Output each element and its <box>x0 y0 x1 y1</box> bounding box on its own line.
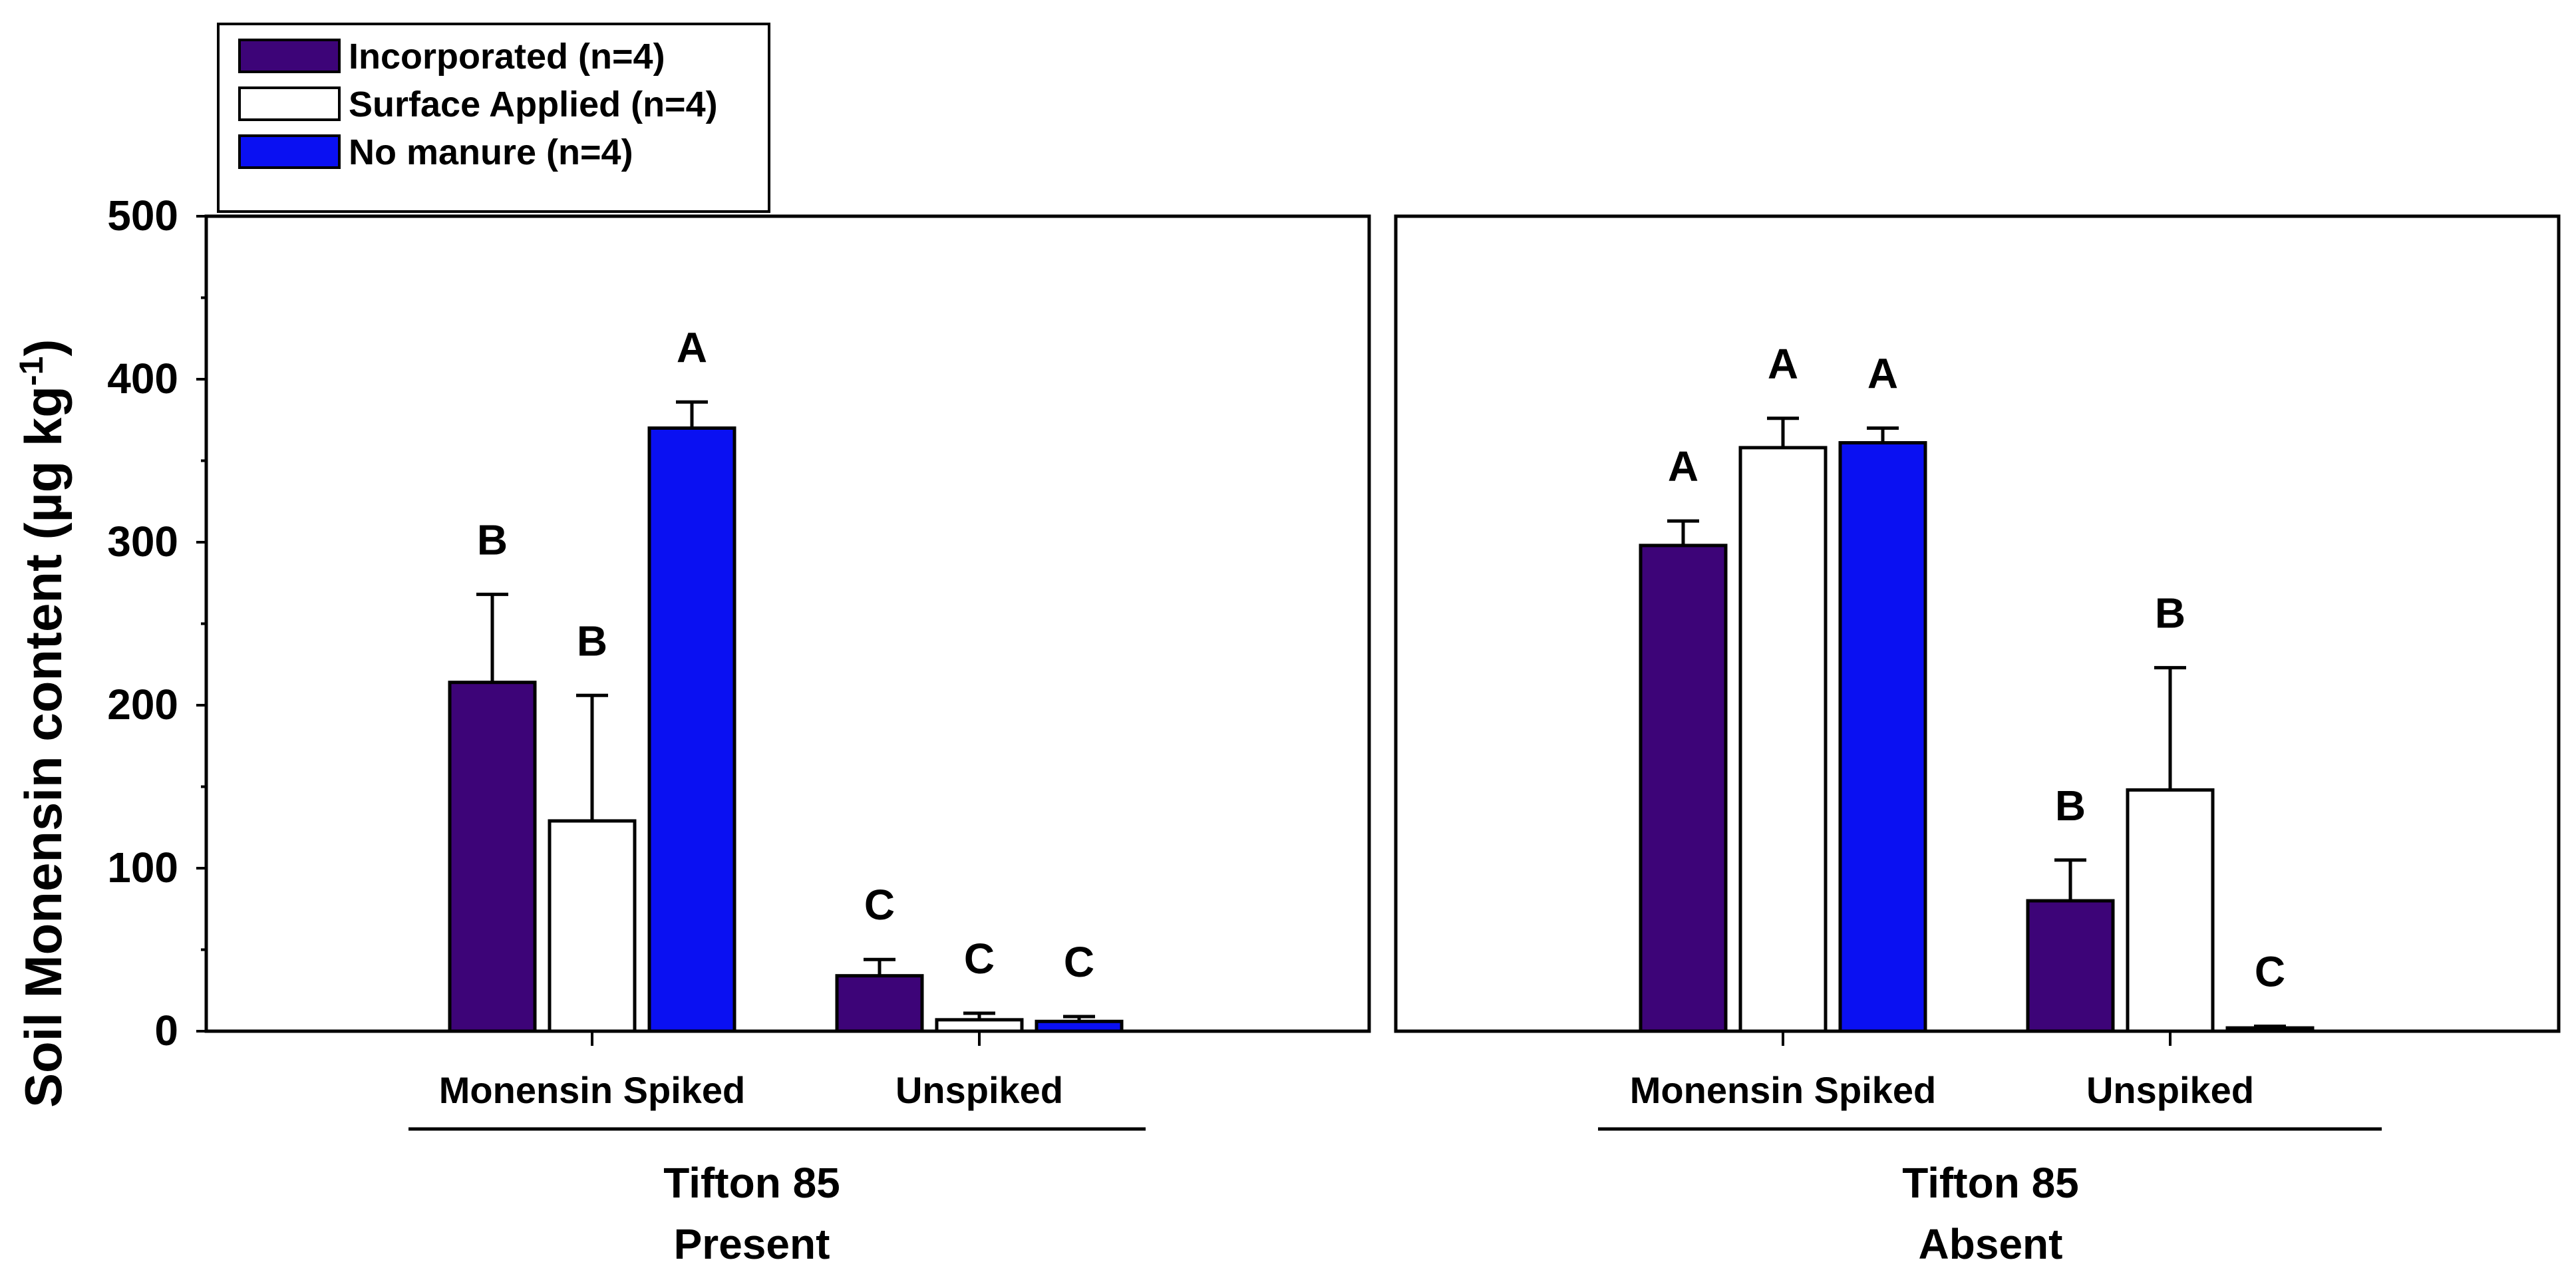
y-axis-label-superscript: -1 <box>13 357 50 386</box>
significance-letter: A <box>1867 350 1898 398</box>
significance-letter: A <box>1668 442 1698 490</box>
category-label: Unspiked <box>2086 1069 2254 1111</box>
legend-label: Surface Applied (n=4) <box>349 84 718 124</box>
bar <box>1035 1019 1124 1033</box>
bar <box>2225 1026 2315 1033</box>
bar <box>835 974 924 1033</box>
significance-letter: B <box>577 617 607 665</box>
category-label: Unspiked <box>895 1069 1063 1111</box>
y-tick-label: 0 <box>154 1007 178 1054</box>
group-sublabel: Present <box>674 1220 830 1268</box>
y-axis-label: Soil Monensin content (µg kg-1) <box>13 339 73 1108</box>
bar <box>548 819 637 1033</box>
group-sublabel: Absent <box>1919 1220 2063 1268</box>
significance-letter: C <box>964 935 995 983</box>
bar <box>448 681 537 1033</box>
y-tick-label: 200 <box>107 681 178 728</box>
legend-swatch <box>238 39 341 73</box>
y-tick-label: 400 <box>107 355 178 402</box>
bar <box>935 1018 1024 1033</box>
group-label: Tifton 85 <box>1902 1159 2079 1207</box>
significance-letter: B <box>2055 782 2086 830</box>
bar <box>647 426 736 1033</box>
bar <box>2126 788 2215 1033</box>
significance-letter: C <box>1064 938 1094 986</box>
legend-label: Incorporated (n=4) <box>349 37 665 77</box>
significance-letter: A <box>677 323 707 371</box>
group-label: Tifton 85 <box>663 1159 840 1207</box>
legend-swatch <box>238 134 341 169</box>
significance-letter: B <box>2155 589 2185 637</box>
bar <box>2026 899 2115 1033</box>
legend-swatch <box>238 86 341 121</box>
significance-letter: C <box>864 881 895 929</box>
y-tick-label: 100 <box>107 844 178 891</box>
y-axis-label-close: ) <box>14 339 73 357</box>
panel-frame <box>204 214 1371 1033</box>
legend-label: No manure (n=4) <box>349 132 633 172</box>
category-label: Monensin Spiked <box>439 1069 746 1111</box>
y-tick-label: 300 <box>107 518 178 565</box>
bar <box>1838 441 1927 1033</box>
significance-letter: B <box>477 516 508 563</box>
category-label: Monensin Spiked <box>1630 1069 1937 1111</box>
bar <box>1639 544 1728 1033</box>
significance-letter: A <box>1768 340 1798 388</box>
panel-frame <box>1394 214 2561 1033</box>
y-tick-label: 500 <box>107 192 178 240</box>
significance-letter: C <box>2255 948 2285 996</box>
bar <box>1738 446 1828 1033</box>
